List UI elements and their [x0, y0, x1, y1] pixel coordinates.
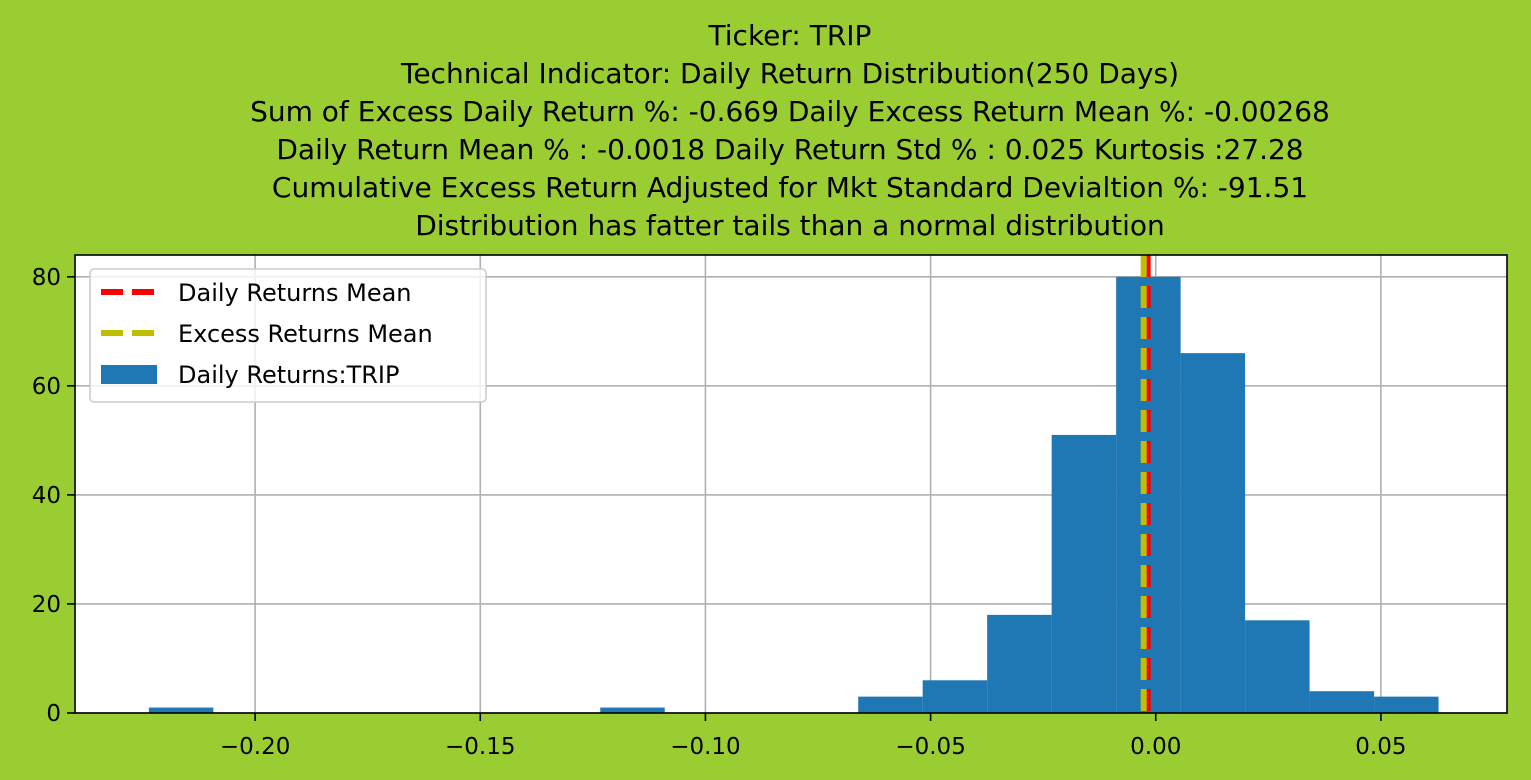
histogram-bar — [1309, 691, 1375, 713]
histogram-bar — [1051, 434, 1117, 713]
histogram-bar — [148, 707, 214, 713]
x-tick-label: −0.20 — [220, 734, 290, 760]
legend-patch-swatch — [101, 365, 157, 384]
title-line: Distribution has fatter tails than a nor… — [415, 209, 1165, 242]
x-tick-label: −0.15 — [445, 734, 515, 760]
mean-lines — [1140, 255, 1151, 713]
histogram-bar — [858, 696, 923, 713]
title-line: Ticker: TRIP — [708, 19, 872, 52]
chart-title: Ticker: TRIP Technical Indicator: Daily R… — [250, 19, 1330, 242]
histogram-bar — [987, 614, 1052, 713]
legend-box — [89, 268, 487, 403]
y-tick-label: 40 — [32, 483, 61, 509]
y-tick-label: 80 — [32, 265, 61, 291]
legend-label: Excess Returns Mean — [178, 320, 433, 348]
histogram-bar — [600, 707, 665, 713]
histogram-bar — [922, 680, 988, 713]
title-line: Daily Return Mean % : -0.0018 Daily Retu… — [276, 133, 1303, 166]
y-tick-label: 60 — [32, 374, 61, 400]
histogram-bar — [1245, 620, 1310, 713]
x-axis-ticks: −0.20 −0.15 −0.10 −0.05 0.00 0.05 — [220, 713, 1407, 760]
legend-label: Daily Returns:TRIP — [178, 361, 399, 389]
y-tick-label: 20 — [32, 592, 61, 618]
plot-frame — [74, 254, 1508, 714]
histogram-bar — [1374, 696, 1439, 713]
x-tick-label: 0.05 — [1355, 734, 1406, 760]
legend-label: Daily Returns Mean — [178, 279, 412, 307]
x-tick-label: −0.10 — [670, 734, 740, 760]
title-line: Sum of Excess Daily Return %: -0.669 Dai… — [250, 95, 1330, 128]
y-axis-ticks: 0 20 40 60 80 — [32, 265, 75, 727]
histogram-bar — [1180, 353, 1246, 713]
title-line: Technical Indicator: Daily Return Distri… — [400, 57, 1179, 90]
x-tick-label: 0.00 — [1130, 734, 1181, 760]
y-tick-label: 0 — [46, 701, 61, 727]
legend: Daily Returns Mean Excess Returns Mean Dai… — [89, 268, 487, 403]
x-tick-label: −0.05 — [895, 734, 965, 760]
title-line: Cumulative Excess Return Adjusted for Mk… — [272, 171, 1308, 204]
